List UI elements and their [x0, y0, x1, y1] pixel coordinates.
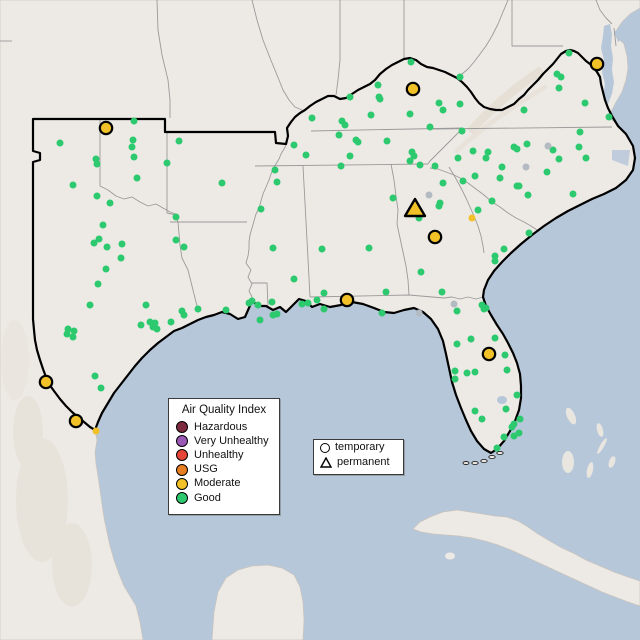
florida-keys — [462, 450, 504, 466]
station-type-legend: temporary permanent — [313, 439, 404, 475]
inland-waters — [497, 24, 630, 404]
legend-item-unhealthy: Unhealthy — [169, 448, 279, 462]
bahamas-islands — [562, 407, 616, 478]
legend-item-good: Good — [169, 491, 279, 505]
hazardous-swatch-icon — [176, 421, 188, 434]
legend-item-moderate: Moderate — [169, 477, 279, 491]
very-unhealthy-swatch-icon — [176, 435, 188, 448]
legend-item-permanent: permanent — [314, 455, 403, 470]
yucatan-landmass — [211, 564, 305, 640]
moderate-permanent-triangle — [403, 197, 427, 218]
domain-boundary — [31, 48, 637, 455]
terrain-shading — [1, 66, 549, 607]
circle-icon — [320, 442, 330, 453]
legend-item-usg: USG — [169, 463, 279, 477]
pamlico-sound — [612, 150, 630, 166]
unhealthy-swatch-icon — [176, 449, 188, 462]
moderate-swatch-icon — [176, 477, 188, 490]
good-swatch-icon — [176, 492, 188, 505]
delaware-bay — [614, 26, 626, 42]
good-station-dots — [56, 49, 613, 452]
legend-item-hazardous: Hazardous — [169, 420, 279, 434]
aqi-legend: Air Quality Index Hazardous Very Unhealt… — [168, 398, 280, 515]
legend-item-temporary: temporary — [314, 440, 403, 455]
lake-okeechobee — [497, 396, 507, 404]
legend-item-very-unhealthy: Very Unhealthy — [169, 434, 279, 448]
moderate-temporary-circles — [38, 56, 605, 429]
triangle-icon — [320, 457, 332, 468]
usg-swatch-icon — [176, 463, 188, 476]
aqi-legend-title: Air Quality Index — [181, 404, 267, 416]
moderate-station-dots — [92, 214, 476, 435]
nodata-station-dots — [415, 142, 552, 317]
chesapeake-bay — [601, 24, 614, 104]
cuba-landmass — [412, 509, 640, 607]
isla-juventud-landmass — [445, 552, 455, 560]
